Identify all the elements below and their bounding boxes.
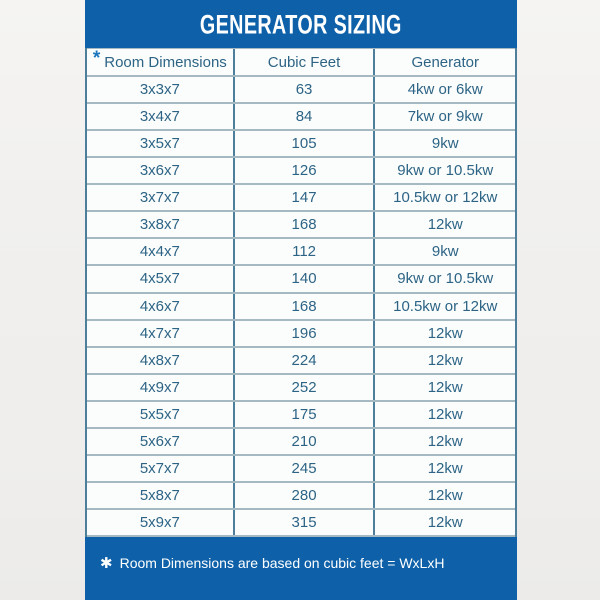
table-cell: 4x8x7 — [87, 347, 235, 373]
table-row: 5x5x7 175 12kw — [87, 401, 515, 429]
table-cell: 126 — [235, 158, 376, 184]
table-row: 5x8x7 280 12kw — [87, 482, 515, 510]
table-row: 5x6x7 210 12kw — [87, 428, 515, 456]
table-cell: 12kw — [427, 378, 463, 396]
table-cell: 196 — [235, 320, 376, 346]
table-header-row: * Room Dimensions Cubic Feet Generator — [87, 48, 515, 77]
column-header-label: Generator — [411, 53, 479, 71]
table-cell: 9kw or 10.5kw — [397, 270, 494, 288]
table-cell: 12kw — [427, 351, 463, 369]
table-cell: 12kw — [427, 486, 463, 504]
table-cell: 4kw or 6kw — [407, 81, 483, 99]
column-header-label: Room Dimensions — [104, 53, 227, 71]
table-cell: 10.5kw or 12kw — [393, 297, 498, 315]
table-row: 5x9x7 315 12kw — [87, 510, 515, 538]
column-header-cubic-feet: Cubic Feet — [235, 49, 376, 75]
table-cell: 5x6x7 — [87, 428, 235, 454]
table-row: 5x7x7 245 12kw — [87, 455, 515, 483]
table-body: 3x3x7 63 4kw or 6kw 3x4x7 84 7kw or 9kw … — [87, 77, 515, 538]
table-cell: 252 — [235, 374, 376, 400]
table-cell: 3x5x7 — [87, 131, 235, 157]
table-row: 4x5x7 140 9kw or 10.5kw — [87, 266, 515, 294]
table-cell: 175 — [235, 401, 376, 427]
table-cell: 63 — [235, 77, 376, 103]
table-row: 3x7x7 147 10.5kw or 12kw — [87, 185, 515, 213]
table-cell: 4x5x7 — [87, 266, 235, 292]
table-cell: 224 — [235, 347, 376, 373]
table-cell: 84 — [235, 104, 376, 130]
table-cell: 4x7x7 — [87, 320, 235, 346]
table-cell: 168 — [235, 293, 376, 319]
title-band: GENERATOR SIZING — [85, 0, 517, 48]
table-row: 3x8x7 168 12kw — [87, 212, 515, 240]
column-header-label: Cubic Feet — [267, 53, 341, 71]
table-cell: 12kw — [427, 405, 463, 423]
table-row: 4x8x7 224 12kw — [87, 347, 515, 375]
table-cell: 12kw — [427, 324, 463, 342]
table-cell: 140 — [235, 266, 376, 292]
table-cell: 3x3x7 — [87, 77, 235, 103]
table-cell: 280 — [235, 482, 376, 508]
table-cell: 10.5kw or 12kw — [393, 189, 498, 207]
table-cell: 12kw — [427, 216, 463, 234]
table-cell: 4x4x7 — [87, 239, 235, 265]
table-cell: 3x8x7 — [87, 212, 235, 238]
table-cell: 3x7x7 — [87, 185, 235, 211]
table-row: 3x3x7 63 4kw or 6kw — [87, 77, 515, 105]
table-cell: 7kw or 9kw — [407, 108, 483, 126]
footnote-star-icon: ✱ — [100, 555, 113, 572]
table-cell: 9kw or 10.5kw — [397, 162, 494, 180]
table-cell: 112 — [235, 239, 376, 265]
table-row: 4x4x7 112 9kw — [87, 239, 515, 267]
table-row: 3x4x7 84 7kw or 9kw — [87, 104, 515, 132]
footnote-text: Room Dimensions are based on cubic feet … — [119, 555, 445, 571]
table-cell: 3x4x7 — [87, 104, 235, 130]
table-cell: 12kw — [427, 514, 463, 532]
table-cell: 168 — [235, 212, 376, 238]
table-cell: 245 — [235, 455, 376, 481]
table-cell: 147 — [235, 185, 376, 211]
table-cell: 4x9x7 — [87, 374, 235, 400]
asterisk-marker: * — [92, 49, 101, 69]
table-cell: 315 — [235, 510, 376, 536]
table-row: 4x9x7 252 12kw — [87, 374, 515, 402]
table-cell: 12kw — [427, 459, 463, 477]
table-cell: 9kw — [431, 243, 459, 261]
table-row: 4x7x7 196 12kw — [87, 320, 515, 348]
table-cell: 5x5x7 — [87, 401, 235, 427]
column-header-room-dimensions: * Room Dimensions — [87, 49, 235, 75]
table-cell: 4x6x7 — [87, 293, 235, 319]
table-row: 4x6x7 168 10.5kw or 12kw — [87, 293, 515, 321]
table-cell: 105 — [235, 131, 376, 157]
table-cell: 210 — [235, 428, 376, 454]
table-cell: 3x6x7 — [87, 158, 235, 184]
footnote: ✱ Room Dimensions are based on cubic feet… — [85, 537, 517, 600]
table-row: 3x6x7 126 9kw or 10.5kw — [87, 158, 515, 186]
sizing-table: * Room Dimensions Cubic Feet Generator 3… — [85, 48, 517, 538]
table-cell: 12kw — [427, 432, 463, 450]
generator-sizing-panel: GENERATOR SIZING * Room Dimensions Cubic… — [85, 0, 517, 600]
table-cell: 5x8x7 — [87, 482, 235, 508]
table-cell: 9kw — [431, 135, 459, 153]
column-header-generator: Generator — [375, 49, 515, 75]
page-title: GENERATOR SIZING — [200, 7, 402, 40]
table-cell: 5x9x7 — [87, 510, 235, 536]
table-row: 3x5x7 105 9kw — [87, 131, 515, 159]
table-cell: 5x7x7 — [87, 455, 235, 481]
